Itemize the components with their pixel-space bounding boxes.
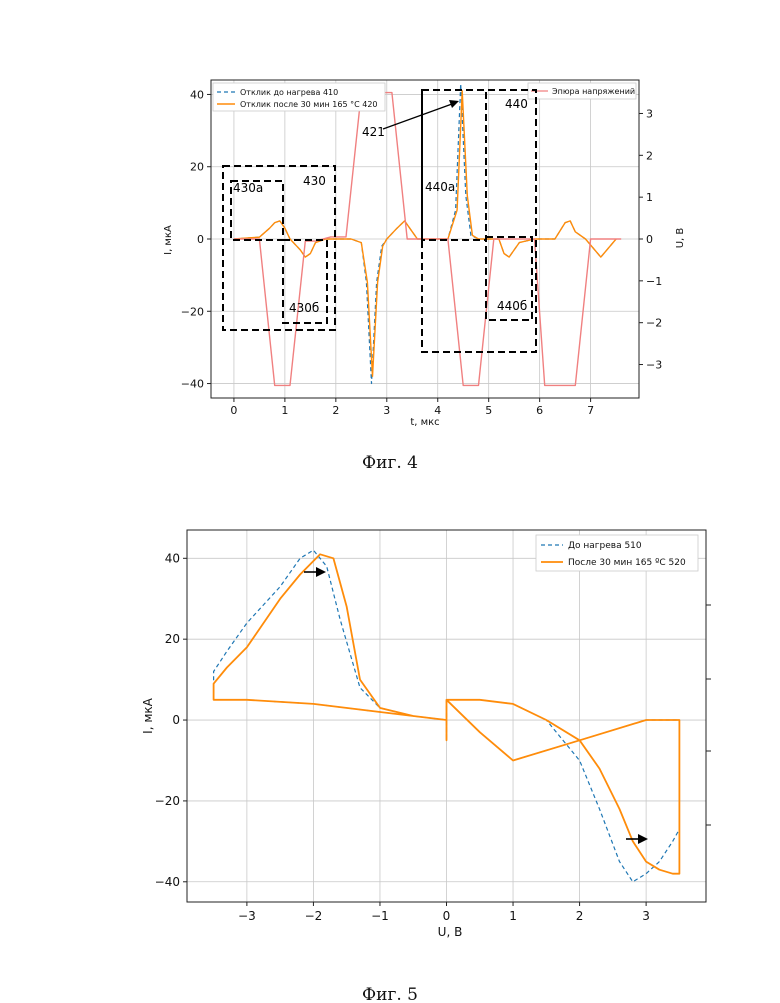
legend-label-before-heating: Отклик до нагрева 410 <box>240 88 338 97</box>
series-line-1 <box>234 91 616 377</box>
y2-tick-label: −3 <box>646 359 662 372</box>
figure-4-x-axis-label: t, мкс <box>410 417 439 428</box>
x-tick-label: −1 <box>371 909 389 923</box>
x-tick-label: 1 <box>509 909 517 923</box>
x-tick-label: −2 <box>305 909 323 923</box>
x-tick-label: 5 <box>485 404 492 417</box>
figure-5-y-axis-label: I, мкА <box>141 697 155 733</box>
figure-5-chart: −3 −2 −1 0 1 2 3 40 20 0 −20 −40 U, В I, мкА До на… <box>141 530 711 1003</box>
label-440b: 440б <box>497 299 527 313</box>
figure-4-chart: 0 1 2 3 4 5 6 7 40 20 0 −20 −40 3 2 1 0 −1 −2 −3 t, мкс I… <box>163 80 686 473</box>
y2-tick-label: 3 <box>646 107 653 120</box>
legend-label-before-heating: До нагрева 510 <box>568 541 642 551</box>
x-tick-label: −3 <box>238 909 256 923</box>
x-tick-label: 1 <box>281 404 288 417</box>
y-tick-label: 20 <box>190 161 204 174</box>
figure-5-x-tick-labels: −3 −2 −1 0 1 2 3 <box>238 909 650 923</box>
shift-arrow-valley <box>626 834 648 844</box>
figure-4-y2-axis-label: U, В <box>675 228 686 249</box>
figure-5-x-axis-label: U, В <box>438 925 463 939</box>
figure-5-y-tick-labels: 40 20 0 −20 −40 <box>155 551 180 888</box>
figure-4-y-tick-labels: 40 20 0 −20 −40 <box>181 88 204 390</box>
y-tick-label: 0 <box>197 233 204 246</box>
x-tick-label: 7 <box>587 404 594 417</box>
y2-tick-label: −1 <box>646 275 662 288</box>
figure-5-right-axis-ticks <box>706 605 711 825</box>
label-440: 440 <box>505 97 528 111</box>
label-430a: 430а <box>233 181 263 195</box>
figure-4-series-layer <box>234 84 621 386</box>
x-tick-label: 4 <box>434 404 441 417</box>
figure-4-y-axis-label: I, мкА <box>163 225 174 255</box>
y2-tick-label: 0 <box>646 233 653 246</box>
label-421: 421 <box>362 125 385 139</box>
x-tick-label: 3 <box>642 909 650 923</box>
y-tick-label: −20 <box>155 794 180 808</box>
x-tick-label: 3 <box>383 404 390 417</box>
figure-5-grid <box>183 530 706 906</box>
figure-4-legend-left: Отклик до нагрева 410 Отклик после 30 ми… <box>213 83 385 111</box>
x-tick-label: 2 <box>332 404 339 417</box>
figure-5-caption: Фиг. 5 <box>362 985 418 1003</box>
figure-4-x-tick-labels: 0 1 2 3 4 5 6 7 <box>230 404 594 417</box>
y-tick-label: 0 <box>172 713 180 727</box>
y-tick-label: 20 <box>165 632 180 646</box>
y2-tick-label: −2 <box>646 317 662 330</box>
figure-4-y2-tick-labels: 3 2 1 0 −1 −2 −3 <box>646 107 662 371</box>
y-tick-label: −40 <box>155 875 180 889</box>
y2-tick-label: 2 <box>646 149 653 162</box>
region-box-440a <box>422 90 486 240</box>
legend-label-voltage: Эпюра напряжений <box>552 87 635 96</box>
y-tick-label: −40 <box>181 378 204 391</box>
x-tick-label: 6 <box>536 404 543 417</box>
x-tick-label: 0 <box>230 404 237 417</box>
label-440a: 440а <box>425 180 455 194</box>
figure-5-legend: До нагрева 510 После 30 мин 165 ºC 520 <box>536 535 698 571</box>
label-430b: 430б <box>289 301 319 315</box>
figure-4-legend-right: Эпюра напряжений <box>528 83 636 99</box>
y-tick-label: 40 <box>190 88 204 101</box>
x-tick-label: 0 <box>443 909 451 923</box>
label-430: 430 <box>303 174 326 188</box>
legend-label-after-heating: Отклик после 30 мин 165 °C 420 <box>240 100 378 109</box>
y-tick-label: 40 <box>165 551 180 565</box>
y2-tick-label: 1 <box>646 191 653 204</box>
figure-4-caption: Фиг. 4 <box>362 453 418 473</box>
y-tick-label: −20 <box>181 305 204 318</box>
x-tick-label: 2 <box>576 909 584 923</box>
legend-label-after-heating: После 30 мин 165 ºC 520 <box>568 558 686 568</box>
